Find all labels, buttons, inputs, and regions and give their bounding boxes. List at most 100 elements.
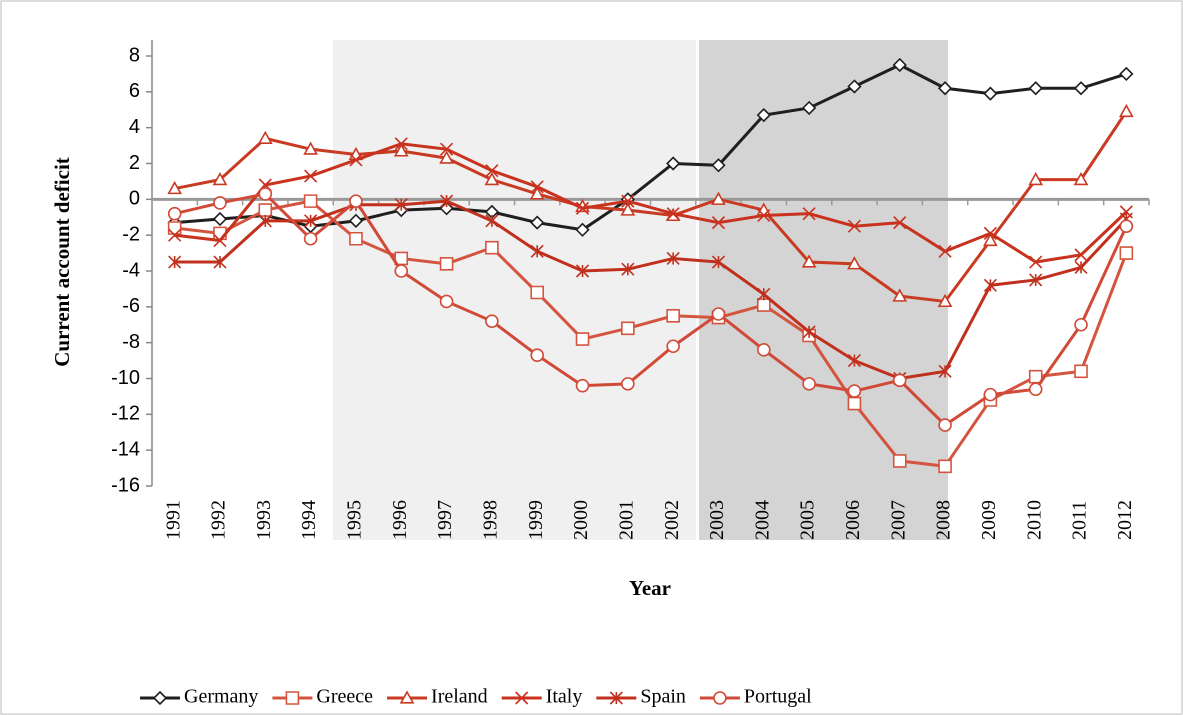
y-tick-label: 4 [129,116,140,138]
x-tick-label: 2003 [706,500,728,540]
marker [666,339,680,354]
x-tick-label: 1993 [253,500,275,540]
marker [349,153,363,167]
x-tick-label: 2010 [1023,500,1045,540]
y-tick-label: -16 [111,474,140,496]
marker [485,164,499,178]
series-line [174,142,1128,264]
marker [938,459,952,474]
marker [285,691,300,705]
y-tick-label: 8 [129,44,140,66]
marker [666,207,680,221]
y-tick-label: -2 [122,223,140,245]
marker [258,214,272,228]
marker [1119,66,1134,82]
marker [484,171,500,186]
marker [167,221,182,235]
marker [847,384,862,398]
marker [530,180,544,194]
marker [847,219,861,233]
x-tick-label: 1998 [479,500,501,540]
x-tick-label: 2011 [1069,501,1091,540]
series-line [174,63,1127,232]
marker [711,191,726,205]
marker [575,378,590,393]
marker [711,307,726,321]
x-tick-label: 1999 [525,500,547,540]
y-tick-label: 2 [129,152,140,174]
x-tick-label: 2004 [751,500,773,540]
marker [213,255,227,269]
period-shading [333,40,696,540]
marker [485,314,499,328]
y-tick-label: -10 [111,367,140,389]
x-tick-label: 2000 [570,500,592,540]
marker [1119,219,1134,234]
x-tick-label: 1994 [298,500,320,540]
marker [393,143,409,157]
x-tick-label: 2007 [887,500,909,540]
marker [439,294,454,309]
marker [213,196,227,210]
marker [1029,273,1043,287]
marker [530,285,545,300]
marker [1119,246,1134,260]
x-tick-label: 1996 [389,500,411,540]
marker [575,264,590,278]
marker [530,244,544,258]
marker [621,194,635,208]
marker [757,287,771,301]
series-line [174,110,1128,304]
marker [258,203,273,217]
marker [983,86,998,101]
marker [1029,255,1043,269]
marker [349,194,363,208]
marker [529,186,545,200]
y-tick-label: -14 [111,438,140,460]
marker [666,251,680,266]
marker [394,264,409,278]
x-tick-label: 1992 [208,500,230,540]
x-tick-label: 1995 [344,500,366,540]
period-shading [699,40,948,540]
marker [212,171,228,186]
x-tick-label: 2006 [842,500,864,540]
marker [152,690,168,706]
y-tick-label: 6 [129,80,140,102]
marker [1074,317,1088,332]
marker [847,396,862,411]
marker [213,233,227,248]
marker [303,141,318,155]
marker [1073,81,1089,96]
marker [892,57,907,73]
marker [1073,171,1089,186]
marker [666,156,681,171]
marker [847,79,862,94]
marker [666,308,680,323]
x-tick-label: 2009 [978,500,1000,540]
legend-label: Italy [546,686,583,708]
marker [394,198,408,212]
legend-label: Spain [640,686,686,708]
legend-label: Greece [316,686,373,708]
marker [938,418,952,432]
marker [258,187,273,201]
marker [1074,248,1088,262]
marker [439,257,454,271]
marker [1074,364,1088,379]
marker [399,690,415,704]
marker [756,107,771,123]
marker [440,142,454,156]
marker [802,207,816,221]
marker [756,343,771,357]
marker [938,244,952,258]
marker [440,194,454,208]
legend-label: Ireland [431,686,488,708]
marker [621,321,635,336]
marker [1028,81,1043,96]
marker [1028,171,1044,186]
marker [847,256,862,270]
marker [620,202,636,216]
marker [167,206,182,221]
